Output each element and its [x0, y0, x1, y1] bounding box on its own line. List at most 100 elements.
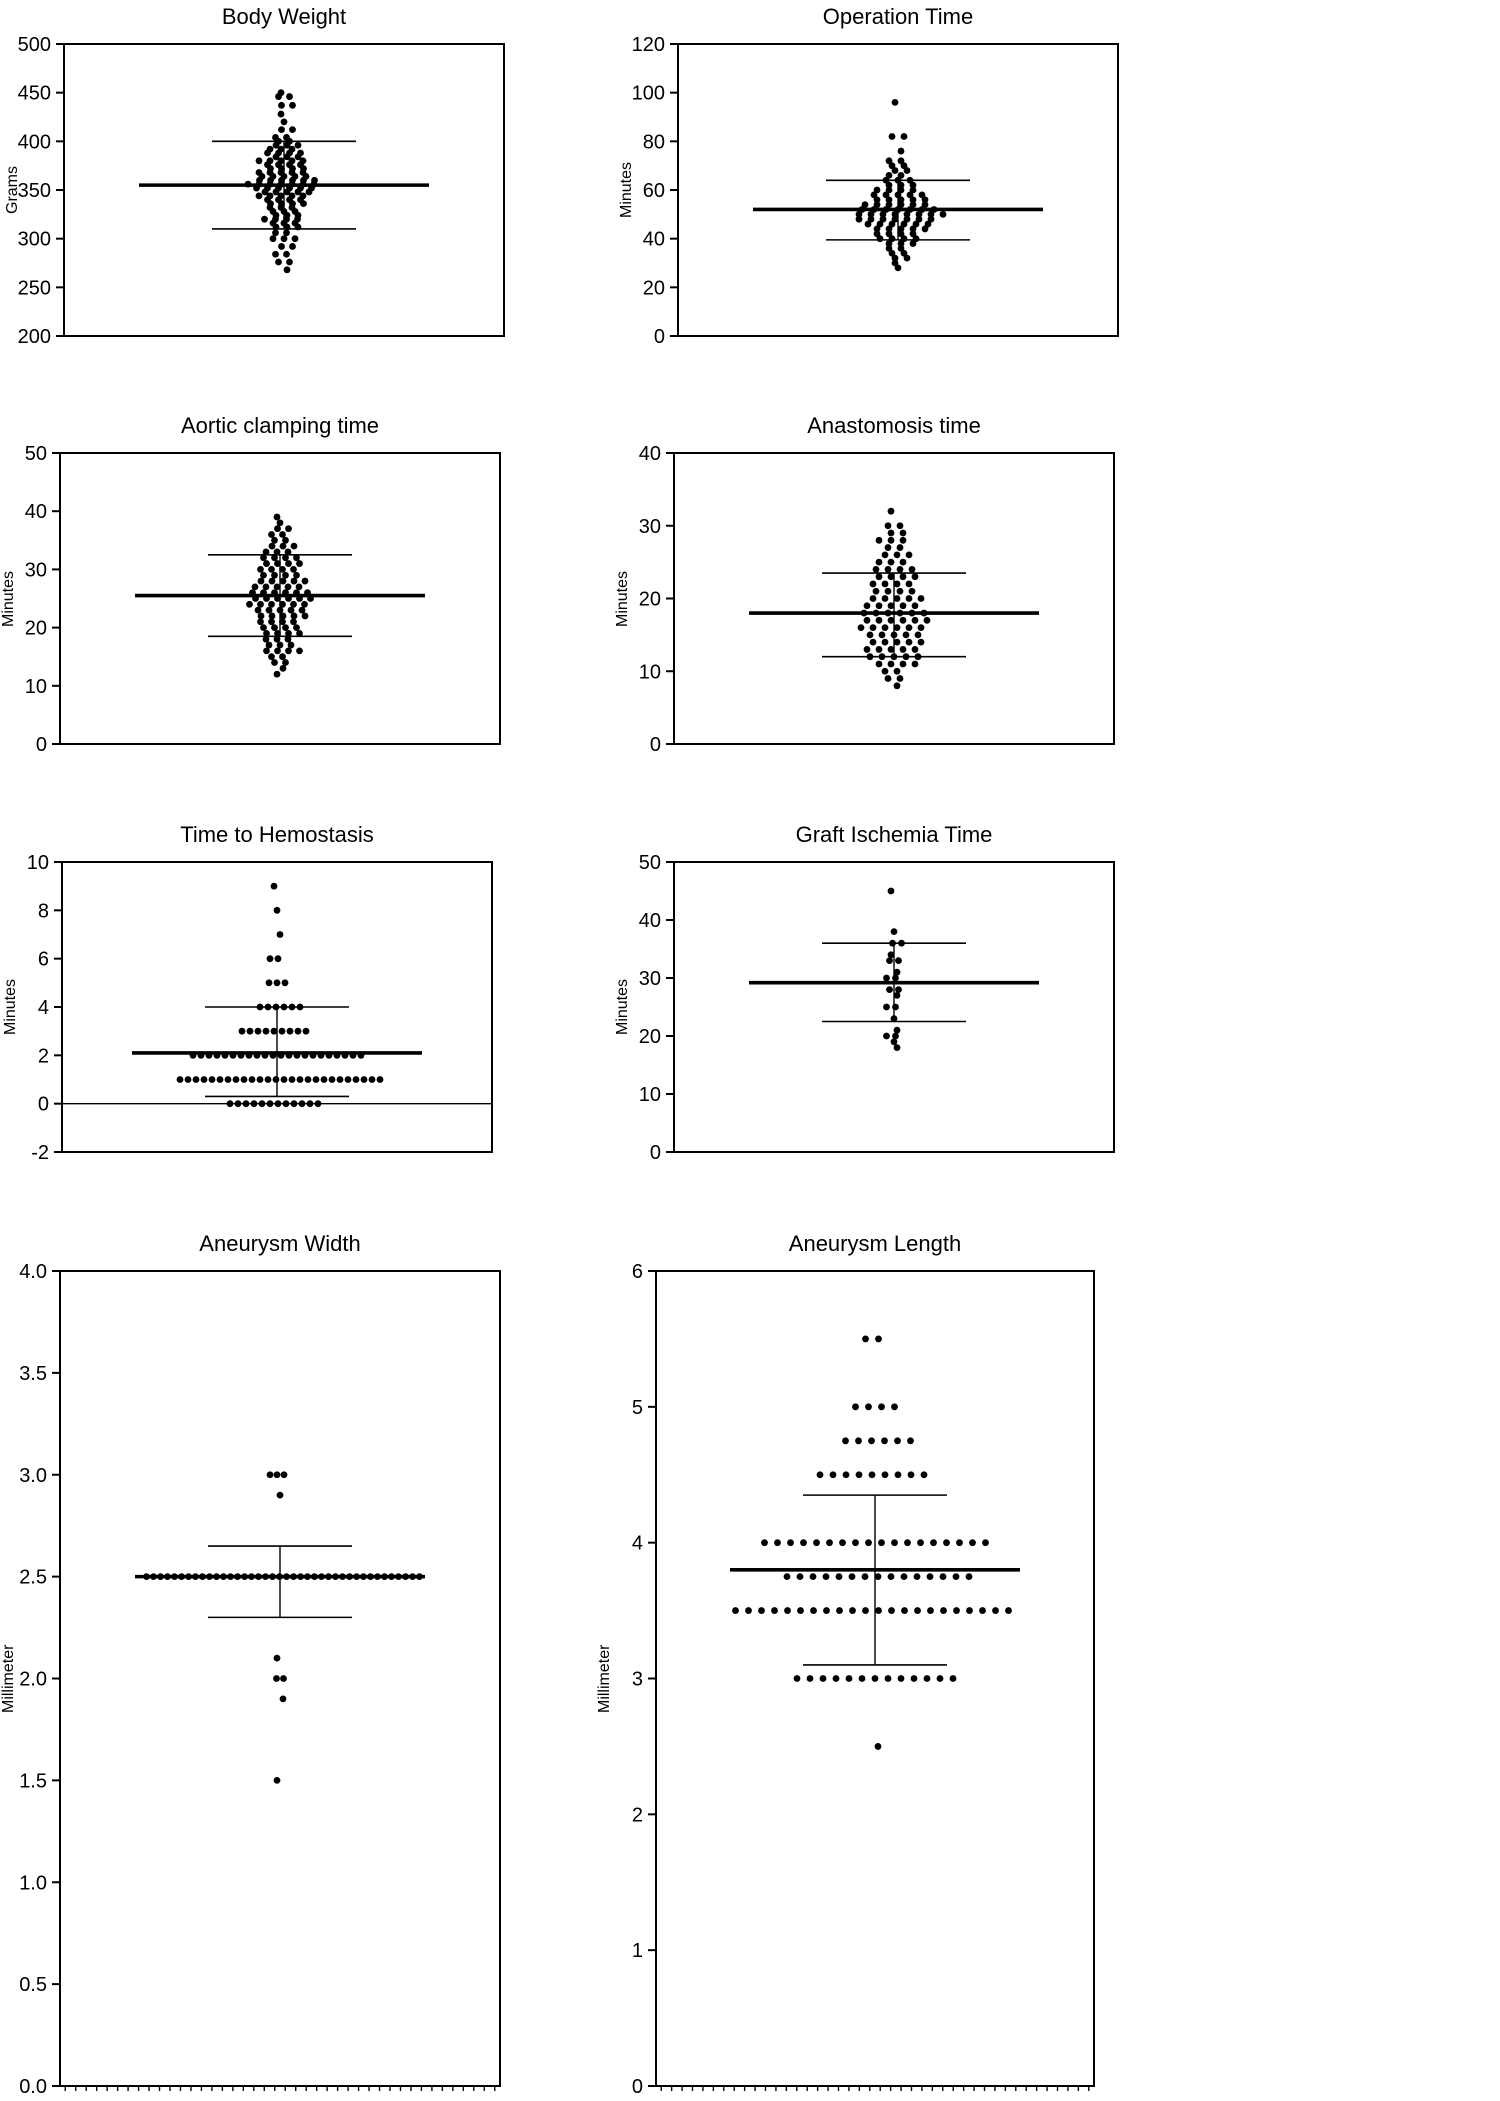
data-point — [289, 243, 296, 250]
y-axis: 0.0 0.5 1.0 1.5 2.0 2.5 3.0 3.5 4.0 — [19, 1261, 60, 2098]
data-point — [903, 215, 911, 223]
data-point — [923, 1675, 931, 1682]
y-tick-label: 20 — [639, 589, 661, 611]
data-point — [956, 1539, 963, 1547]
data-point — [278, 101, 285, 109]
y-tick-label: 20 — [639, 1026, 661, 1048]
data-point — [272, 141, 280, 149]
data-point — [268, 542, 276, 550]
data-point — [886, 986, 893, 993]
y-tick-label: 350 — [18, 180, 51, 202]
y-tick-label: 10 — [27, 852, 49, 874]
data-point — [328, 1076, 336, 1083]
data-point — [900, 1573, 908, 1581]
data-point — [893, 551, 901, 559]
data-point — [294, 1027, 302, 1035]
data-point — [262, 1027, 270, 1035]
data-point — [852, 1539, 859, 1547]
data-point — [261, 215, 268, 223]
data-point — [279, 566, 286, 573]
data-point — [289, 126, 296, 134]
data-point — [899, 646, 907, 653]
data-point — [276, 519, 284, 527]
chart-title-aneurysm-length: Aneurysm Length — [788, 1231, 962, 1256]
data-point — [900, 162, 908, 170]
data-point — [888, 133, 896, 140]
data-point — [875, 536, 883, 544]
y-tick-label: 0 — [38, 1094, 49, 1116]
y-tick-label: 6 — [38, 949, 49, 971]
data-point — [284, 635, 292, 643]
chart-aneurysm-width: 0.0 0.5 1.0 1.5 2.0 2.5 3.0 3.5 4.0 — [19, 1261, 501, 2098]
data-point — [915, 210, 923, 218]
data-point — [320, 1076, 328, 1083]
data-point — [263, 630, 270, 637]
data-point — [911, 616, 919, 624]
data-point — [914, 1607, 921, 1614]
data-point — [891, 1539, 898, 1547]
y-tick-label: 300 — [18, 229, 51, 251]
y-tick-label: 20 — [25, 618, 47, 640]
data-point — [296, 560, 303, 567]
data-point — [891, 254, 899, 262]
data-point — [881, 667, 889, 675]
data-point — [268, 531, 275, 538]
plot-frame — [673, 861, 1115, 1153]
data-point — [823, 1607, 830, 1614]
data-point — [887, 536, 895, 544]
data-point — [881, 624, 889, 631]
data-point — [966, 1607, 973, 1614]
chart-title-anastomosis: Anastomosis time — [807, 413, 981, 438]
data-point — [893, 638, 901, 646]
data-point — [344, 1076, 352, 1083]
data-point — [258, 1100, 266, 1108]
data-point — [865, 1539, 872, 1547]
data-point — [290, 618, 297, 626]
data-point — [909, 196, 917, 204]
data-point — [280, 1076, 288, 1083]
data-point — [865, 1403, 872, 1411]
data-point — [909, 230, 917, 238]
data-point — [870, 191, 878, 199]
chart-aneurysm-length: 0 1 2 3 4 5 6 — [632, 1261, 1095, 2098]
data-points — [143, 1471, 423, 1784]
data-point — [301, 600, 308, 608]
data-point — [887, 1573, 895, 1581]
data-point — [796, 1573, 804, 1581]
data-point — [882, 191, 890, 199]
chart-title-time-to-hemostasis: Time to Hemostasis — [180, 822, 374, 847]
data-point — [284, 583, 292, 591]
data-point — [275, 93, 282, 100]
data-point — [291, 235, 299, 243]
y-tick-label: 0 — [36, 734, 47, 756]
data-point — [271, 624, 278, 631]
y-tick-label: 2.5 — [19, 1567, 47, 1589]
data-point — [274, 1100, 282, 1108]
data-point — [883, 974, 890, 982]
chart-operation-time: 0 20 40 60 80 100 120 — [632, 34, 1119, 348]
data-point — [909, 186, 917, 194]
data-point — [885, 225, 893, 233]
data-point — [376, 1076, 384, 1083]
data-point — [918, 191, 926, 199]
y-tick-label: 50 — [639, 852, 661, 874]
data-point — [900, 249, 908, 257]
data-point — [875, 1335, 882, 1343]
data-point — [268, 618, 275, 626]
data-point — [875, 1607, 882, 1614]
y-axis-label-operation-time: Minutes — [618, 161, 635, 219]
data-point — [982, 1539, 989, 1547]
data-point — [887, 507, 895, 515]
data-point — [280, 118, 288, 126]
data-point — [783, 1573, 791, 1581]
data-point — [909, 225, 917, 233]
data-point — [274, 647, 281, 655]
data-point — [276, 931, 284, 938]
data-point — [282, 554, 289, 562]
data-point — [271, 659, 278, 666]
data-point — [896, 566, 904, 573]
data-point — [900, 220, 908, 228]
data-point — [279, 542, 287, 550]
data-point — [290, 566, 297, 573]
y-tick-label: 6 — [632, 1261, 643, 1283]
